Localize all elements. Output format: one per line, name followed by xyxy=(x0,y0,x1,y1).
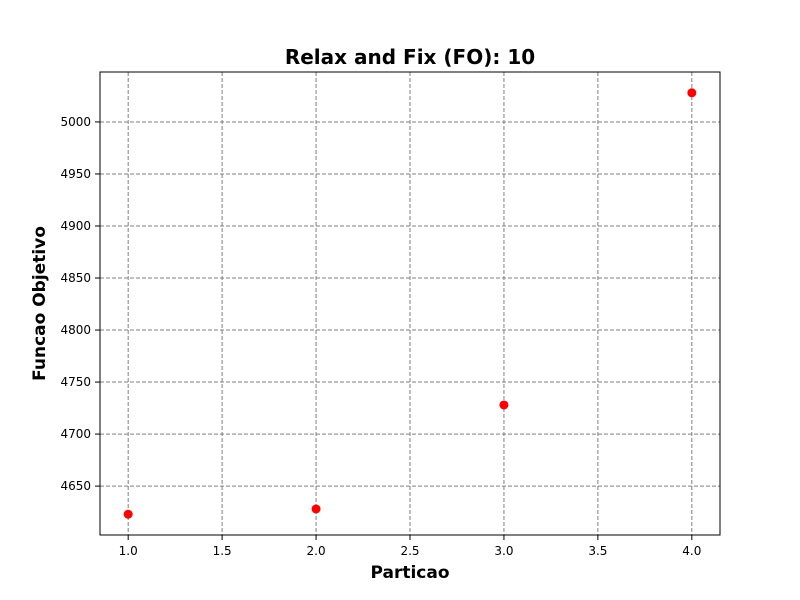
data-point xyxy=(311,504,321,514)
y-tick-label: 4700 xyxy=(60,427,91,441)
y-tick-label: 4900 xyxy=(60,219,91,233)
x-tick-label: 2.0 xyxy=(307,544,326,558)
x-tick-label: 1.5 xyxy=(213,544,232,558)
x-tick-label: 1.0 xyxy=(119,544,138,558)
y-tick-label: 4950 xyxy=(60,167,91,181)
x-tick-label: 3.0 xyxy=(494,544,513,558)
x-tick-label: 2.5 xyxy=(400,544,419,558)
y-tick-label: 5000 xyxy=(60,115,91,129)
axis-ticks: 1.0 1.5 2.0 2.5 3.0 3.5 4.0 4650 4700 4750 4800 485… xyxy=(60,115,701,558)
x-tick-label: 3.5 xyxy=(588,544,607,558)
data-point xyxy=(687,88,697,98)
x-axis-label: Particao xyxy=(370,563,449,583)
x-tick-label: 4.0 xyxy=(682,544,701,558)
y-tick-label: 4800 xyxy=(60,323,91,337)
chart-title: Relax and Fix (FO): 10 xyxy=(285,45,535,69)
y-tick-label: 4650 xyxy=(60,479,91,493)
y-tick-label: 4850 xyxy=(60,271,91,285)
data-point xyxy=(123,509,133,519)
data-points xyxy=(123,88,697,519)
y-tick-label: 4750 xyxy=(60,375,91,389)
grid xyxy=(100,72,720,535)
data-point xyxy=(499,400,509,410)
y-axis-label: Funcao Objetivo xyxy=(30,226,50,381)
